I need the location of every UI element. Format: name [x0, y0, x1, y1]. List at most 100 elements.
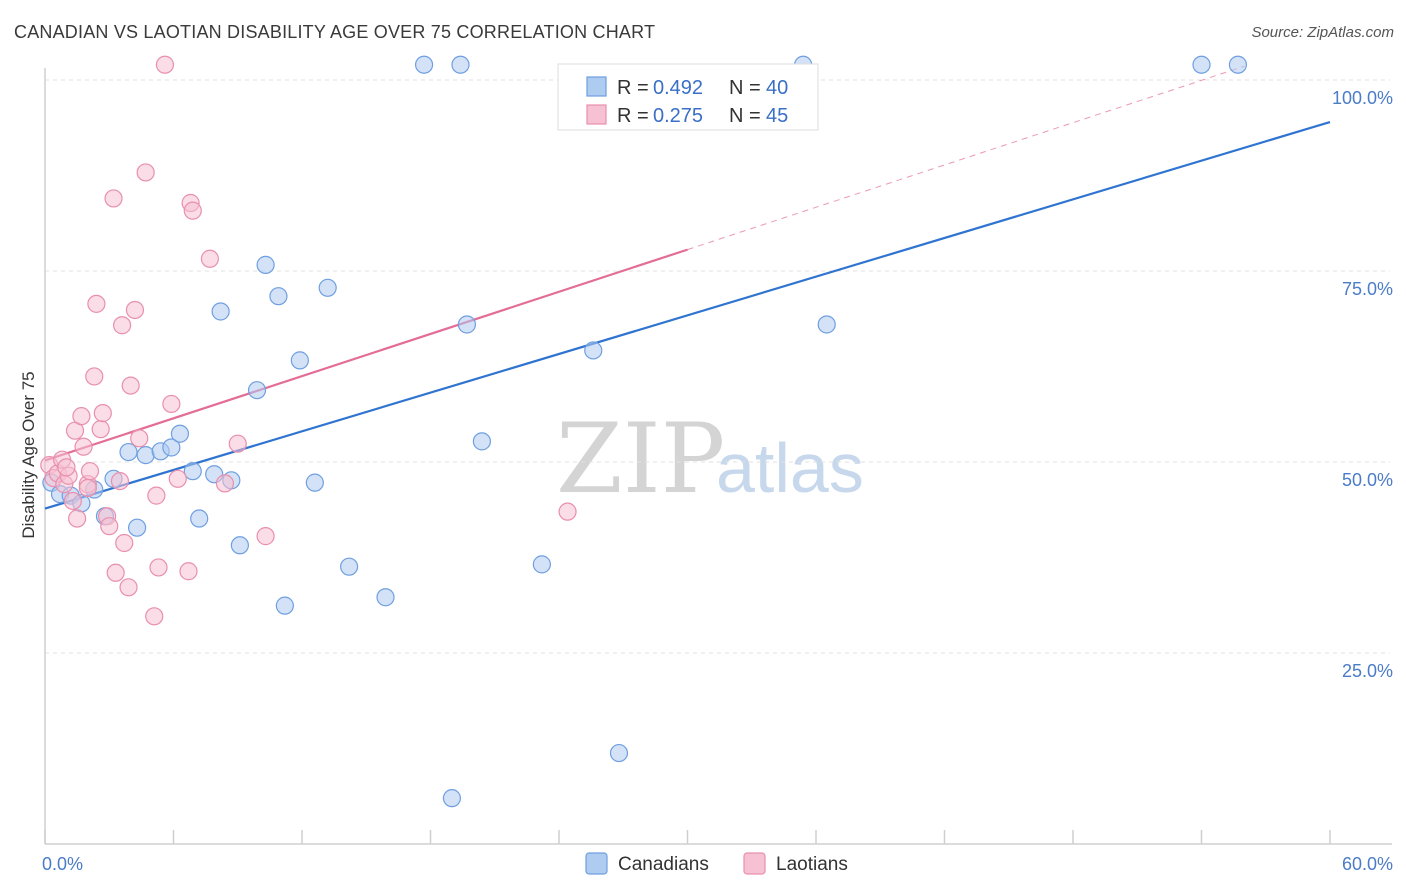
- laotians-point: [110, 472, 130, 491]
- canadians-point: [256, 255, 275, 274]
- canadians-point: [472, 432, 491, 451]
- r-label: R =: [617, 77, 649, 99]
- laotians-point: [149, 558, 168, 577]
- laotians-point: [179, 562, 198, 581]
- canadians-point: [119, 442, 138, 462]
- canadians-point: [211, 302, 230, 321]
- r-label: R =: [617, 105, 649, 127]
- trend-lines: [44, 65, 1331, 510]
- chart-title: CANADIAN VS LAOTIAN DISABILITY AGE OVER …: [14, 22, 656, 42]
- canadians-point: [170, 424, 190, 443]
- laotians-point: [558, 502, 577, 521]
- laotians-point: [63, 491, 82, 511]
- data-points: [40, 55, 1248, 808]
- laotians-point: [106, 563, 125, 582]
- y-tick-label: 25.0%: [1342, 661, 1393, 681]
- canadians-trend-line: [44, 120, 1331, 510]
- y-tick-label: 100.0%: [1332, 88, 1393, 108]
- canadians-point: [376, 588, 395, 607]
- y-tick-label: 50.0%: [1342, 470, 1393, 490]
- canadians-legend-swatch: [586, 76, 607, 97]
- laotians-point: [215, 474, 234, 493]
- axes: [44, 68, 1392, 845]
- laotians-point: [121, 376, 140, 395]
- canadians-point: [183, 462, 202, 481]
- canadians-point: [414, 55, 434, 74]
- y-tick-labels: 25.0% 50.0% 75.0% 100.0%: [1332, 88, 1393, 681]
- n-label: N =: [729, 105, 761, 127]
- source-credit: Source: ZipAtlas.com: [1251, 24, 1394, 41]
- canadians-point: [1228, 55, 1248, 74]
- x-tick-label: 60.0%: [1342, 854, 1393, 874]
- canadians-point: [451, 55, 470, 74]
- canadians-point: [1192, 55, 1211, 74]
- canadians-point: [190, 509, 209, 528]
- watermark: ZIP atlas: [556, 403, 864, 515]
- canadians-point: [162, 438, 181, 457]
- y-tick-label: 75.0%: [1342, 279, 1393, 299]
- r-value: 0.492: [653, 77, 703, 99]
- laotians-point: [183, 201, 202, 220]
- laotians-point: [80, 462, 100, 481]
- canadians-point: [442, 789, 462, 808]
- canadians-point: [318, 278, 337, 297]
- laotians-point: [91, 420, 110, 439]
- laotians-point: [85, 367, 104, 386]
- x-tick-labels: 0.0% 60.0%: [42, 854, 1393, 874]
- laotians-point: [119, 578, 138, 597]
- laotians-point: [72, 407, 91, 426]
- laotians-point: [200, 249, 220, 268]
- laotians-point: [155, 55, 175, 74]
- grid-lines: [45, 79, 1390, 654]
- laotians-point: [93, 404, 112, 423]
- laotians-point: [228, 434, 247, 453]
- laotians-point: [256, 527, 275, 546]
- y-axis-title: Disability Age Over 75: [19, 371, 38, 538]
- canadians-point: [305, 473, 324, 492]
- series-legend: Canadians Laotians: [585, 852, 848, 875]
- canadians-point: [584, 341, 603, 360]
- canadians-point: [136, 446, 155, 465]
- n-label: N =: [729, 77, 761, 99]
- n-value: 40: [766, 77, 788, 99]
- watermark-zip: ZIP: [556, 403, 725, 515]
- laotians-legend-swatch: [743, 852, 766, 875]
- canadians-point: [532, 555, 551, 574]
- laotians-legend-label: Laotians: [776, 854, 848, 875]
- laotians-trend-extension: [687, 65, 1245, 251]
- canadians-legend-swatch: [585, 852, 608, 875]
- laotians-point: [145, 607, 164, 626]
- laotians-point: [78, 478, 97, 498]
- watermark-atlas: atlas: [716, 429, 864, 507]
- laotians-point: [57, 458, 76, 477]
- x-tick-label: 0.0%: [42, 854, 83, 874]
- canadians-legend-label: Canadians: [618, 854, 709, 875]
- laotians-point: [74, 437, 93, 456]
- laotians-point: [112, 316, 132, 335]
- laotians-point: [100, 517, 119, 536]
- canadians-point: [127, 518, 147, 537]
- laotians-legend-swatch: [586, 104, 607, 125]
- canadians-point: [817, 315, 836, 334]
- canadians-point: [609, 743, 629, 763]
- laotians-point: [104, 189, 123, 208]
- laotians-point: [162, 394, 181, 414]
- canadians-point: [340, 557, 359, 576]
- n-value: 45: [766, 105, 788, 127]
- laotians-point: [115, 533, 134, 553]
- canadians-point: [269, 287, 288, 306]
- laotians-point: [130, 429, 149, 448]
- laotians-trend-line: [44, 248, 688, 462]
- canadians-point: [247, 381, 267, 400]
- laotians-point: [68, 509, 87, 528]
- canadians-point: [290, 351, 309, 370]
- canadians-point: [457, 315, 477, 334]
- laotians-point: [87, 294, 106, 313]
- canadians-point: [230, 536, 249, 555]
- stats-legend: R = 0.492 N = 40 R = 0.275 N = 45: [557, 63, 819, 131]
- laotians-point: [136, 163, 155, 182]
- laotians-point: [125, 300, 145, 320]
- laotians-point: [147, 486, 166, 505]
- r-value: 0.275: [653, 105, 703, 127]
